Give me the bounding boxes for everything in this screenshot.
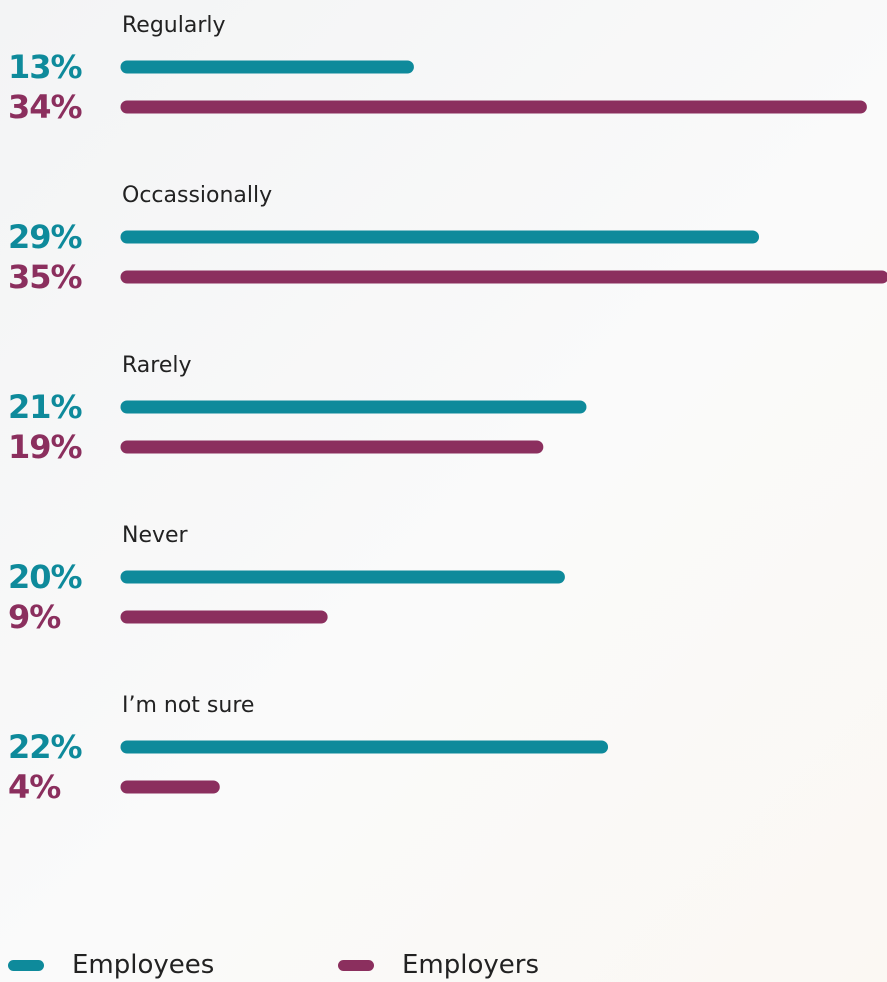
value-label-employees-occassionally: 29% (8, 218, 83, 256)
value-label-employees-never: 20% (8, 558, 83, 596)
category-label-occassionally: Occassionally (122, 183, 272, 208)
legend-item-employees: Employees (8, 950, 214, 980)
value-label-employers-never: 9% (8, 598, 61, 636)
value-label-employees-regularly: 13% (8, 48, 83, 86)
value-label-employers-i-m-not-sure: 4% (8, 768, 61, 806)
legend-label-employees: Employees (72, 950, 215, 980)
value-label-employees-i-m-not-sure: 22% (8, 728, 83, 766)
category-label-rarely: Rarely (122, 353, 192, 378)
legend-swatch-employers (338, 959, 374, 971)
value-label-employees-rarely: 21% (8, 388, 83, 426)
category-label-regularly: Regularly (122, 13, 226, 38)
legend-swatch-employees (8, 959, 44, 971)
value-label-employers-regularly: 34% (8, 88, 83, 126)
legend: Employees Employers (0, 950, 887, 980)
legend-label-employers: Employers (402, 950, 540, 980)
category-label-never: Never (122, 523, 189, 548)
bar-chart: Regularly 13%34% Occassionally 29%35% Rarely… (8, 13, 887, 806)
category-label-i-m-not-sure: I’m not sure (122, 693, 254, 718)
value-label-employers-occassionally: 35% (8, 258, 83, 296)
legend-item-employers: Employers (338, 950, 539, 980)
value-label-employers-rarely: 19% (8, 428, 83, 466)
